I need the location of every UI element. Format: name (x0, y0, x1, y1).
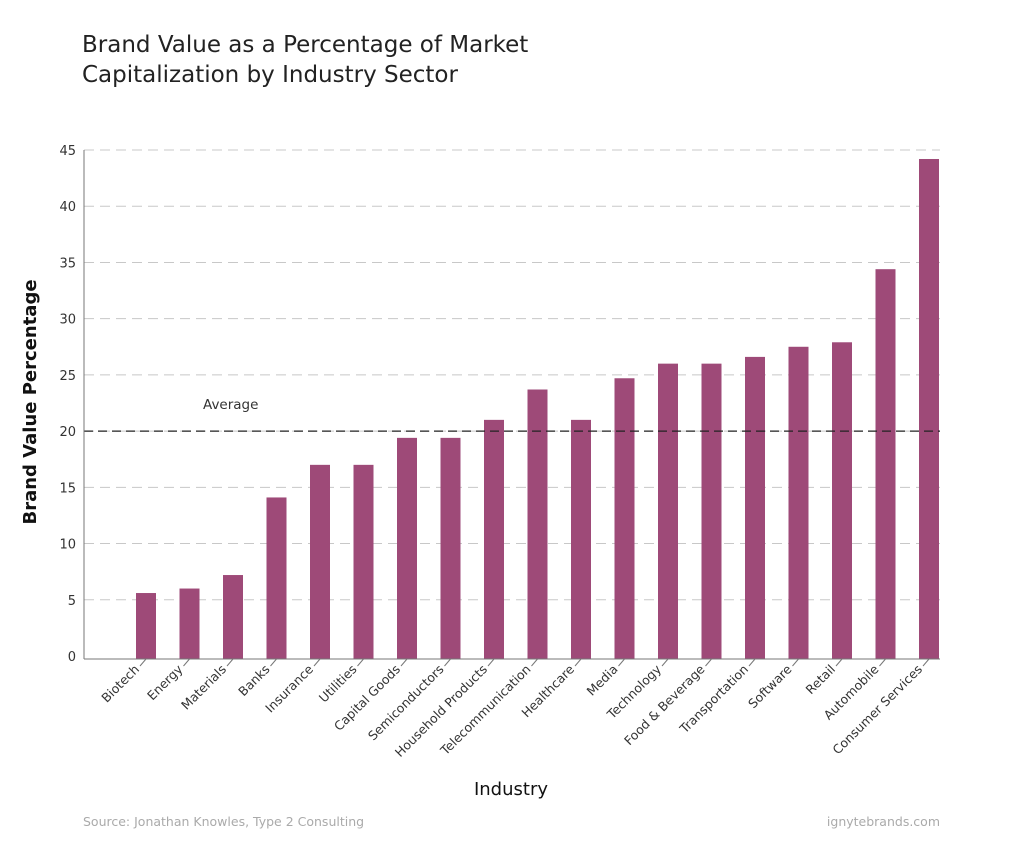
x-tick (705, 658, 712, 667)
x-tick (270, 658, 277, 667)
x-tick (574, 658, 582, 667)
x-tick (879, 658, 886, 667)
bar (179, 588, 200, 659)
bar (571, 419, 591, 659)
bar (658, 363, 678, 659)
y-tick-label: 40 (59, 200, 76, 215)
bar (788, 346, 809, 659)
x-tick-label: Food & Beverage (621, 661, 708, 748)
x-tick (357, 658, 364, 667)
bar (266, 497, 287, 659)
x-tick (313, 658, 321, 667)
x-tick-label: Banks (235, 662, 272, 699)
bar (484, 419, 504, 659)
bar (832, 342, 852, 659)
y-tick-label: 45 (59, 144, 76, 159)
x-axis-label: Industry (474, 779, 548, 800)
x-tick (835, 658, 843, 667)
y-ticks: 0 5 10 15 20 25 30 35 40 45 (59, 144, 76, 665)
x-tick-label: Retail (803, 662, 839, 698)
bar (223, 575, 243, 659)
bar (701, 363, 722, 659)
y-tick-label: 5 (68, 594, 76, 609)
x-tick (226, 658, 234, 667)
average-label: Average (203, 397, 258, 413)
bar (527, 389, 548, 659)
x-tick-label: Utilities (316, 662, 360, 706)
y-tick-label: 30 (59, 313, 76, 328)
y-tick-label: 20 (59, 425, 76, 440)
x-tick-label: Insurance (262, 661, 316, 715)
x-tick (792, 658, 799, 667)
x-tick (487, 658, 495, 667)
y-tick-label: 35 (59, 256, 76, 271)
x-tick (922, 658, 930, 667)
site-credit: ignytebrands.com (826, 814, 940, 829)
x-tick-label: Biotech (98, 662, 142, 706)
x-tick (183, 658, 190, 667)
bar (353, 464, 374, 659)
gridlines (84, 149, 940, 601)
bar (136, 593, 156, 659)
y-tick-label: 25 (59, 369, 76, 384)
y-tick-label: 0 (68, 650, 76, 665)
bar (440, 437, 461, 659)
x-tick (748, 658, 756, 667)
bars (136, 158, 939, 660)
x-tick-label: Media (583, 662, 620, 699)
bar (310, 464, 330, 659)
x-tick-label: Materials (178, 662, 229, 713)
bar (919, 158, 939, 660)
x-tick (618, 658, 625, 667)
x-tick (531, 658, 538, 667)
chart-title: Brand Value as a Percentage of Market Ca… (82, 32, 529, 88)
x-tick (400, 658, 408, 667)
x-tick (444, 658, 451, 667)
y-axis-label: Brand Value Percentage (20, 279, 41, 524)
y-tick-label: 10 (59, 538, 76, 553)
x-tick-label: Semiconductors (365, 662, 447, 744)
source-note: Source: Jonathan Knowles, Type 2 Consult… (83, 814, 365, 829)
x-tick (661, 658, 669, 667)
x-tick-label: Energy (144, 661, 186, 703)
y-tick-label: 15 (59, 481, 76, 496)
bar (397, 437, 417, 659)
x-tick-label: Software (745, 661, 795, 711)
bar (875, 269, 896, 659)
bar (614, 378, 635, 659)
x-tick (139, 658, 147, 667)
bar (745, 356, 765, 659)
